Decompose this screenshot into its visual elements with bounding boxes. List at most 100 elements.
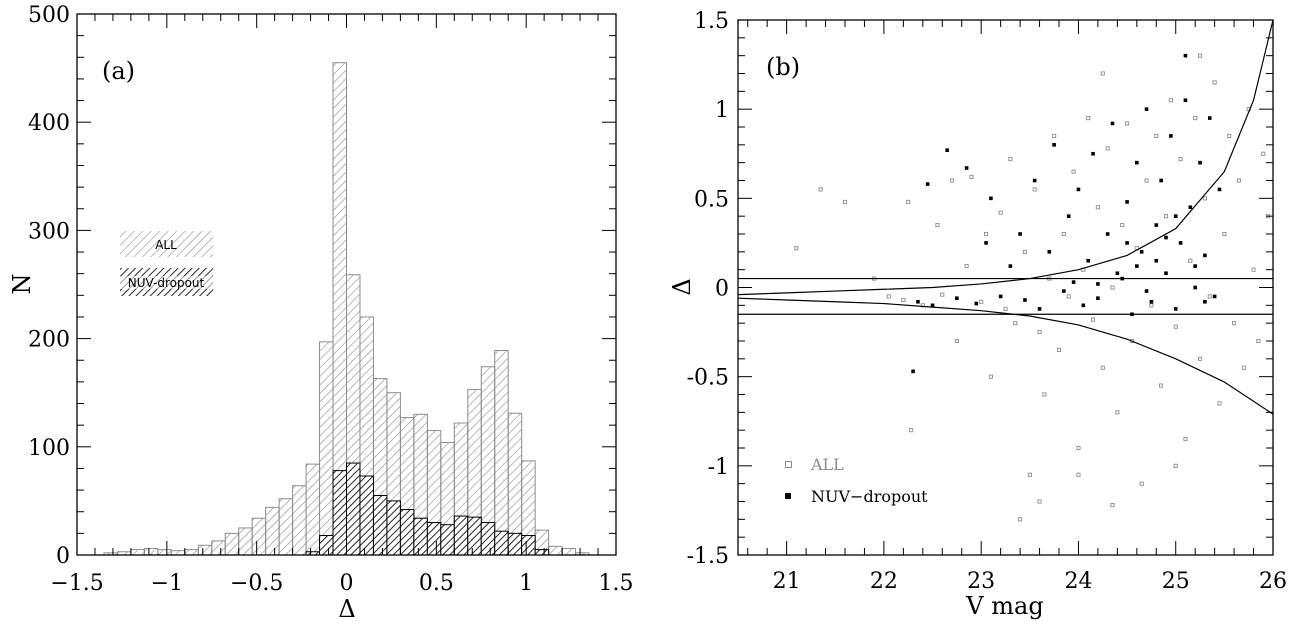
nuv-dropout-point: [1173, 214, 1178, 218]
nuv-dropout-histogram-bar: [494, 530, 509, 556]
all-point: [1037, 330, 1042, 335]
all-point: [909, 428, 914, 433]
nuv-dropout-point: [1047, 250, 1052, 254]
all-point: [1018, 517, 1023, 522]
nuv-dropout-histogram-bar: [346, 462, 361, 556]
all-point: [1173, 324, 1178, 329]
nuv-dropout-point: [945, 148, 949, 152]
all-point: [1076, 445, 1081, 451]
panel-a-ticks: [76, 13, 617, 556]
all-point: [1202, 196, 1207, 201]
nuv-dropout-point: [984, 241, 988, 245]
y-tick-label: -1: [708, 455, 729, 480]
all-point: [979, 299, 984, 304]
nuv-dropout-histogram-bar: [507, 532, 523, 556]
nuv-dropout-point: [1159, 178, 1163, 183]
nuv-dropout-histogram-bar: [440, 524, 455, 556]
all-histogram-bar: [224, 532, 240, 556]
nuv-dropout-histogram-bar: [332, 470, 347, 556]
all-point: [954, 338, 959, 344]
all-point: [1086, 116, 1091, 121]
nuv-dropout-histogram-bar: [467, 516, 482, 556]
nuv-dropout-histogram-bar: [534, 549, 550, 556]
all-point: [1212, 80, 1217, 85]
x-tick-label: 1: [519, 571, 533, 596]
error-envelope-curve: [737, 19, 1274, 296]
all-point: [1251, 267, 1256, 272]
all-point: [818, 187, 823, 192]
all-point: [1188, 258, 1193, 263]
nuv-dropout-point: [1105, 232, 1110, 236]
x-tick-label: 26: [1259, 569, 1287, 594]
panel-b-y-tick-labels: -1.5 -1 -0.5 0 0.5 1 1.5: [687, 9, 729, 569]
all-histogram-bar: [548, 545, 563, 556]
nuv-dropout-point: [911, 369, 915, 374]
legend-nuv-dropout-label: NUV-dropout: [128, 276, 205, 290]
all-point: [964, 264, 969, 269]
nuv-dropout-point: [1110, 121, 1115, 126]
nuv-dropout-point: [1193, 264, 1197, 268]
nuv-dropout-point: [1081, 303, 1086, 308]
nuv-dropout-histogram-bar: [426, 522, 442, 556]
nuv-dropout-point: [1164, 235, 1168, 240]
nuv-dropout-point: [1198, 160, 1202, 165]
all-point: [1100, 365, 1105, 370]
nuv-dropout-point: [1154, 223, 1159, 227]
nuv-dropout-point: [1169, 134, 1173, 138]
all-point: [1227, 133, 1232, 138]
x-tick-label: −1.5: [50, 571, 103, 596]
all-point: [1095, 205, 1100, 210]
nuv-dropout-point: [1071, 280, 1076, 284]
nuv-dropout-point: [1135, 264, 1139, 268]
nuv-dropout-point: [1203, 253, 1207, 258]
x-tick-label: 22: [870, 569, 898, 594]
scatter-panel-b: 21 22 23 24 25 26 -1.5 -1 -0.5 0 0.5 1 1.5 (b) V ma…: [668, 9, 1287, 620]
all-point: [842, 199, 848, 204]
nuv-dropout-point: [1212, 294, 1217, 299]
all-point: [969, 174, 974, 179]
nuv-dropout-point: [1154, 258, 1159, 263]
error-envelope-curve: [737, 297, 1274, 415]
all-point: [998, 210, 1003, 215]
legend-nuv-dropout-marker: [785, 493, 791, 499]
all-point: [1032, 187, 1037, 192]
nuv-dropout-point: [1062, 289, 1066, 293]
all-point: [1217, 401, 1222, 406]
all-point: [1100, 71, 1105, 76]
all-histogram-bar: [251, 517, 267, 556]
all-point: [1232, 321, 1237, 326]
nuv-dropout-histogram-series: [305, 462, 550, 556]
nuv-dropout-point: [1096, 282, 1100, 286]
nuv-dropout-point: [1066, 214, 1071, 218]
all-point: [1076, 472, 1081, 477]
y-tick-label: 400: [28, 111, 70, 136]
all-point: [1056, 347, 1062, 352]
all-point: [984, 231, 989, 237]
nuv-dropout-point: [1037, 307, 1042, 311]
all-point: [1013, 321, 1018, 326]
all-point: [906, 199, 911, 204]
all-point: [1241, 365, 1246, 370]
legend-all-text: ALL: [810, 455, 844, 474]
nuv-dropout-point: [1139, 250, 1144, 254]
all-histogram-bar: [184, 549, 199, 556]
all-histogram-bar: [265, 506, 280, 556]
all-histogram-bar: [278, 498, 294, 556]
y-tick-label: 1: [715, 98, 729, 123]
all-point: [1110, 285, 1115, 290]
all-point: [1173, 463, 1178, 468]
all-point: [1139, 481, 1144, 486]
nuv-dropout-point: [1091, 151, 1095, 156]
nuv-dropout-histogram-bar: [372, 494, 388, 556]
all-point: [901, 297, 906, 303]
all-point: [1163, 214, 1169, 219]
y-tick-label: 1.5: [694, 9, 729, 34]
all-histogram-bar: [130, 549, 145, 556]
x-tick-label: −1: [151, 571, 183, 596]
panel-a-y-tick-labels: 0 100 200 300 400 500: [28, 3, 70, 569]
nuv-dropout-point: [974, 301, 979, 306]
x-tick-label: 25: [1162, 569, 1190, 594]
all-point: [1003, 306, 1008, 311]
all-histogram-bar: [157, 549, 172, 556]
panel-a-label: (a): [102, 57, 135, 85]
